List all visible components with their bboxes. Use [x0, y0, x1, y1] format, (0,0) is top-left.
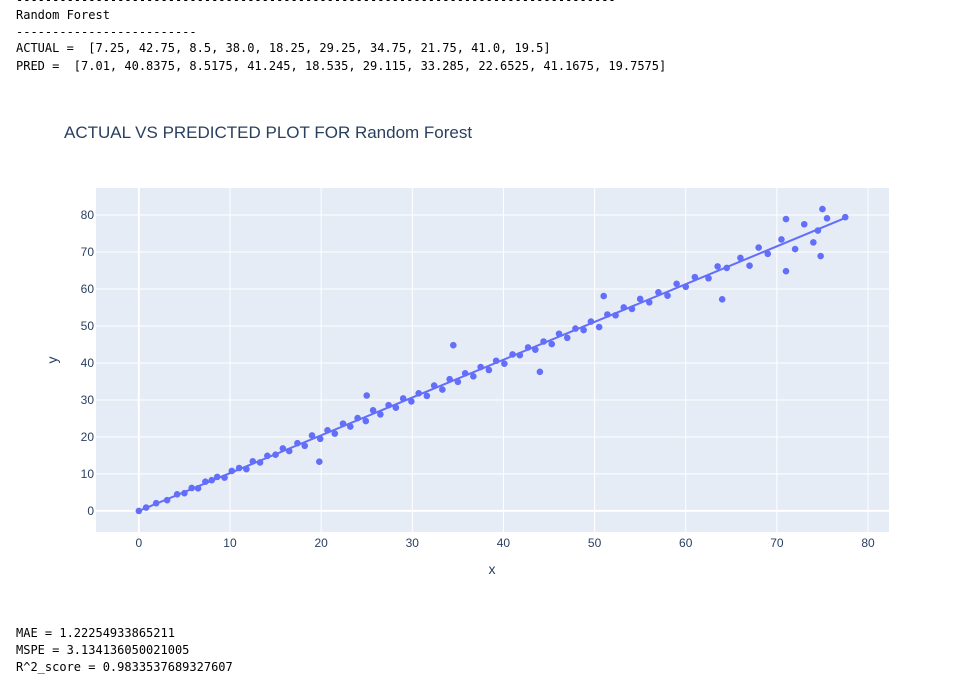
point [810, 239, 817, 246]
y-tick-label: 70 [81, 245, 95, 259]
point [755, 244, 762, 251]
x-tick-label: 70 [770, 536, 784, 550]
y-tick-label: 0 [87, 504, 94, 518]
x-tick-label: 60 [679, 536, 693, 550]
y-tick-label: 50 [81, 319, 95, 333]
point [673, 280, 680, 288]
y-tick-label: 20 [81, 430, 95, 444]
point [439, 386, 446, 393]
point [423, 392, 431, 400]
x-tick-label: 0 [135, 536, 142, 550]
point [746, 262, 753, 269]
point [548, 340, 556, 348]
point [800, 220, 808, 228]
point [764, 250, 772, 258]
x-tick-label: 80 [861, 536, 875, 550]
point [501, 360, 508, 367]
point [791, 245, 799, 253]
point [331, 430, 339, 437]
point [563, 334, 571, 342]
point [664, 292, 671, 299]
point [377, 411, 384, 418]
x-tick-label: 50 [588, 536, 602, 550]
point [778, 236, 785, 243]
point [595, 323, 603, 331]
point [408, 398, 415, 405]
point [536, 368, 544, 376]
point [817, 252, 824, 260]
point [316, 458, 323, 466]
y-tick-label: 40 [81, 356, 95, 370]
rule: ------------------------- [16, 25, 197, 39]
metric: MAE = 1.22254933865211 [16, 626, 175, 640]
point [718, 296, 726, 303]
metric: MSPE = 3.134136050021005 [16, 643, 190, 657]
y-tick-label: 60 [81, 282, 95, 296]
point [823, 215, 831, 222]
x-tick-label: 30 [406, 536, 420, 550]
predicted-values: PRED = [7.01, 40.8375, 8.5175, 41.245, 1… [16, 59, 667, 73]
point [636, 295, 644, 303]
chart: ACTUAL VS PREDICTED PLOT FOR Random Fore… [44, 123, 889, 577]
x-tick-label: 20 [314, 536, 328, 550]
y-tick-label: 80 [81, 208, 95, 222]
point [470, 372, 477, 380]
point [301, 442, 309, 450]
actual-values: ACTUAL = [7.25, 42.75, 8.5, 38.0, 18.25,… [16, 41, 551, 55]
point [580, 326, 587, 334]
point [819, 205, 826, 213]
x-axis-title: x [489, 561, 496, 577]
x-tick-label: 40 [497, 536, 511, 550]
y-tick-label: 10 [81, 467, 95, 481]
header-rule: ----------------------------------------… [16, 0, 616, 7]
point [485, 366, 493, 374]
point [450, 341, 457, 349]
point [714, 263, 721, 270]
point [362, 417, 370, 425]
point [782, 267, 790, 275]
point [782, 215, 790, 223]
point [363, 392, 371, 399]
x-tick-label: 10 [223, 536, 237, 550]
chart-title: ACTUAL VS PREDICTED PLOT FOR Random Fore… [64, 123, 472, 142]
y-tick-label: 30 [81, 393, 95, 407]
point [705, 274, 712, 282]
trend-line [138, 217, 846, 512]
model-name: Random Forest [16, 8, 110, 22]
point [369, 407, 377, 414]
y-axis-title: y [44, 357, 60, 364]
point [308, 432, 316, 439]
point [600, 292, 608, 300]
metric: R^2_score = 0.9833537689327607 [16, 660, 233, 674]
point [737, 254, 744, 262]
